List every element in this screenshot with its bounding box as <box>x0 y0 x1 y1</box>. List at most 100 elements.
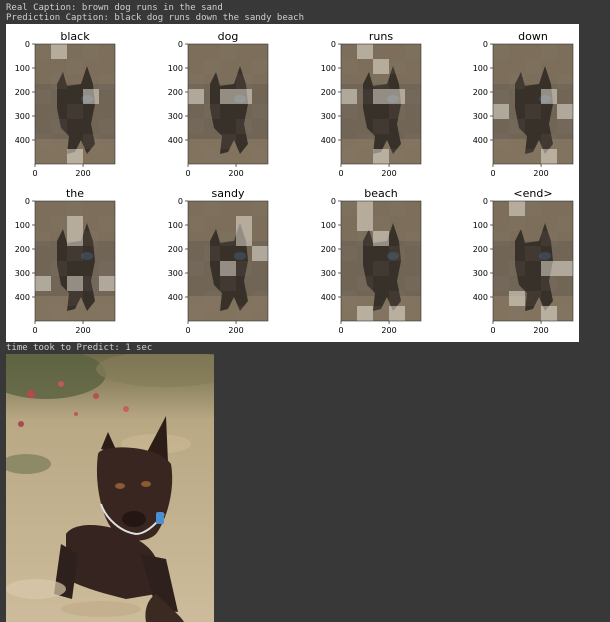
attention-cell <box>35 104 51 119</box>
y-tick-label: 0 <box>25 197 30 206</box>
attention-cell <box>525 216 541 231</box>
attention-cell <box>35 231 51 246</box>
y-tick-label: 400 <box>321 136 336 145</box>
panel-title: sandy <box>212 187 245 200</box>
attention-cell <box>557 104 573 119</box>
attention-cell <box>493 74 509 89</box>
x-tick-label: 0 <box>185 169 190 178</box>
attention-cell <box>541 261 557 276</box>
axes-frame <box>34 200 116 322</box>
attention-cell <box>509 216 525 231</box>
attention-cell <box>493 134 509 149</box>
attention-cell <box>389 44 405 59</box>
attention-cell <box>83 89 99 104</box>
attention-cell <box>525 201 541 216</box>
attention-cell <box>557 89 573 104</box>
attention-cell <box>220 201 236 216</box>
attention-cell <box>405 134 421 149</box>
attention-panel: dog 0 100 200 300 400 0 200 <box>168 30 269 178</box>
attention-cell <box>220 246 236 261</box>
attention-cell <box>357 276 373 291</box>
attention-cell <box>99 89 115 104</box>
attention-cell <box>67 261 83 276</box>
attention-cell <box>204 74 220 89</box>
attention-cell <box>541 119 557 134</box>
attention-cell <box>541 44 557 59</box>
attention-cell <box>236 44 252 59</box>
attention-cell <box>220 104 236 119</box>
attention-cell <box>51 276 67 291</box>
attention-cell <box>83 246 99 261</box>
attention-cell <box>188 134 204 149</box>
attention-cell <box>405 261 421 276</box>
attention-cell <box>51 119 67 134</box>
attention-cell <box>51 306 67 321</box>
attention-cell <box>405 89 421 104</box>
attention-cell <box>493 149 509 164</box>
attention-cell <box>405 74 421 89</box>
x-tick-label: 200 <box>533 169 548 178</box>
attention-cell <box>357 74 373 89</box>
attention-cell <box>204 276 220 291</box>
attention-cell <box>525 291 541 306</box>
attention-cell <box>220 306 236 321</box>
attention-cell <box>341 291 357 306</box>
attention-cell <box>557 261 573 276</box>
attention-cell <box>405 246 421 261</box>
attention-cell <box>405 306 421 321</box>
attention-cell <box>204 246 220 261</box>
attention-cell <box>341 306 357 321</box>
attention-cell <box>357 134 373 149</box>
attention-cell <box>341 119 357 134</box>
attention-cell <box>35 119 51 134</box>
attention-cell <box>389 276 405 291</box>
attention-cell <box>188 59 204 74</box>
input-photo <box>6 354 214 622</box>
attention-cell <box>51 89 67 104</box>
y-tick-label: 400 <box>168 136 183 145</box>
y-tick-label: 300 <box>15 112 30 121</box>
axes-frame <box>187 200 269 322</box>
attention-cell <box>51 291 67 306</box>
attention-cell <box>51 149 67 164</box>
attention-cell <box>525 119 541 134</box>
attention-cell <box>236 291 252 306</box>
attention-cell <box>557 216 573 231</box>
attention-cell <box>67 231 83 246</box>
attention-cell <box>188 291 204 306</box>
attention-cell <box>557 119 573 134</box>
y-tick-label: 0 <box>178 197 183 206</box>
attention-cell <box>373 261 389 276</box>
attention-cell <box>188 119 204 134</box>
attention-cell <box>220 134 236 149</box>
attention-panel: runs 0 100 200 300 400 0 200 <box>321 30 422 178</box>
attention-cell <box>357 231 373 246</box>
attention-cell <box>493 119 509 134</box>
attention-cell <box>341 261 357 276</box>
attention-panel: sandy 0 100 200 300 400 0 200 <box>168 187 269 335</box>
attention-cell <box>236 216 252 231</box>
prediction-caption: Prediction Caption: black dog runs down … <box>6 13 305 23</box>
attention-cell <box>357 201 373 216</box>
y-tick-label: 200 <box>473 245 488 254</box>
attention-cell <box>204 201 220 216</box>
attention-cell <box>236 246 252 261</box>
axes-frame <box>492 200 574 322</box>
y-tick-label: 400 <box>15 136 30 145</box>
y-tick-label: 200 <box>15 88 30 97</box>
attention-cell <box>99 149 115 164</box>
y-tick-label: 200 <box>168 88 183 97</box>
attention-cell <box>493 261 509 276</box>
y-tick-label: 200 <box>15 245 30 254</box>
attention-cell <box>389 134 405 149</box>
attention-cell <box>509 231 525 246</box>
x-tick-label: 200 <box>381 326 396 335</box>
attention-cell <box>509 149 525 164</box>
attention-cell <box>509 306 525 321</box>
attention-cell <box>83 306 99 321</box>
attention-cell <box>35 201 51 216</box>
attention-cell <box>252 44 268 59</box>
attention-cell <box>357 216 373 231</box>
attention-cell <box>67 74 83 89</box>
y-tick-label: 400 <box>473 136 488 145</box>
